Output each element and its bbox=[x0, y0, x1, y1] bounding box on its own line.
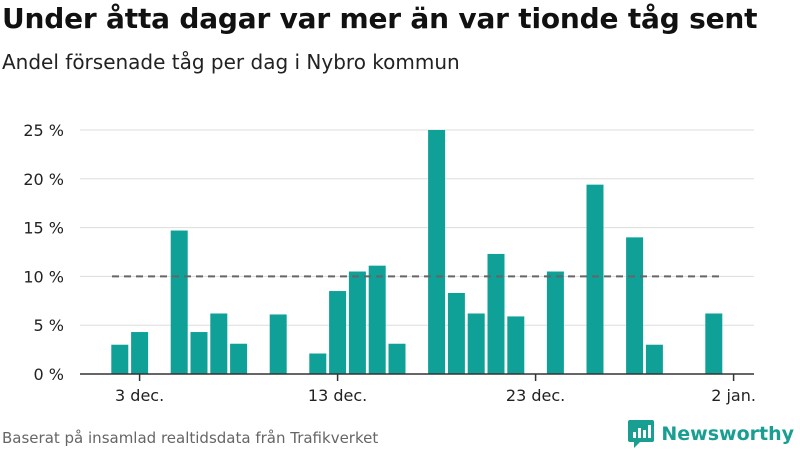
brand-name: Newsworthy bbox=[661, 423, 794, 445]
bar bbox=[447, 292, 465, 374]
bar bbox=[705, 313, 723, 374]
y-tick-label: 15 % bbox=[23, 219, 64, 238]
brand-logo[interactable]: Newsworthy bbox=[627, 419, 794, 449]
bar bbox=[190, 332, 208, 374]
chart-subtitle: Andel försenade tåg per dag i Nybro komm… bbox=[2, 50, 460, 74]
bar bbox=[131, 332, 149, 374]
x-axis: 3 dec. 13 dec. 23 dec. 2 jan. bbox=[80, 373, 756, 405]
y-tick-label: 5 % bbox=[34, 316, 64, 335]
bar bbox=[210, 313, 228, 374]
bar bbox=[388, 343, 406, 374]
bar bbox=[329, 291, 347, 374]
bar-chart: 0 % 5 % 10 % 15 % 20 % 25 % 3 dec. 13 dec. 23 d… bbox=[23, 121, 756, 405]
bar bbox=[269, 314, 287, 374]
bar bbox=[467, 313, 485, 374]
y-tick-label: 10 % bbox=[23, 267, 64, 286]
bar bbox=[428, 130, 446, 374]
source-note: Baserat på insamlad realtidsdata från Tr… bbox=[2, 429, 379, 447]
bar bbox=[626, 237, 644, 374]
chart-title: Under åtta dagar var mer än var tionde t… bbox=[2, 2, 758, 35]
bar bbox=[645, 344, 663, 374]
bars bbox=[111, 130, 723, 374]
bar bbox=[111, 344, 129, 374]
y-tick-label: 0 % bbox=[34, 365, 64, 384]
bar bbox=[487, 253, 505, 374]
bar bbox=[230, 343, 248, 374]
x-tick-label: 23 dec. bbox=[506, 386, 565, 405]
bar bbox=[546, 271, 564, 374]
bar bbox=[309, 353, 327, 374]
x-tick-label: 3 dec. bbox=[115, 386, 164, 405]
bar bbox=[368, 265, 386, 374]
newsworthy-logo-icon bbox=[628, 420, 655, 448]
y-tick-label: 25 % bbox=[23, 121, 64, 140]
bar bbox=[348, 271, 366, 374]
y-axis-labels: 0 % 5 % 10 % 15 % 20 % 25 % bbox=[23, 121, 64, 384]
y-tick-label: 20 % bbox=[23, 170, 64, 189]
bar bbox=[170, 230, 188, 374]
bar bbox=[507, 316, 525, 374]
x-tick-label: 13 dec. bbox=[308, 386, 367, 405]
x-tick-label: 2 jan. bbox=[711, 386, 756, 405]
bar bbox=[586, 184, 604, 374]
